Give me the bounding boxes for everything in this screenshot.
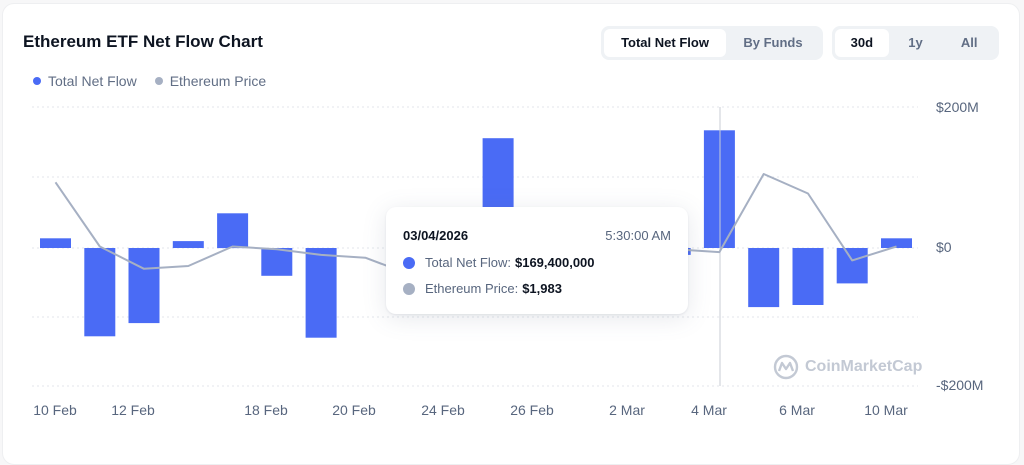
eth-price-dot-icon — [403, 282, 415, 295]
tooltip-date: 03/04/2026 — [403, 228, 469, 243]
tooltip-row-eth-price: Ethereum Price: $1,983 — [403, 281, 562, 296]
net-flow-bar[interactable] — [172, 241, 204, 248]
legend-label: Ethereum Price — [169, 73, 267, 89]
x-tick: 2 Mar — [609, 402, 645, 418]
legend: Total Net Flow Ethereum Price — [33, 73, 266, 89]
net-flow-bar[interactable] — [261, 248, 293, 276]
net-flow-dot-icon — [33, 77, 41, 85]
x-tick: 10 Mar — [864, 402, 908, 418]
x-tick: 18 Feb — [244, 402, 288, 418]
x-tick: 6 Mar — [779, 402, 815, 418]
range-1y[interactable]: 1y — [908, 35, 923, 50]
tooltip-label: Ethereum Price: — [425, 281, 519, 296]
y-tick-neg-200m: -$200M — [936, 377, 984, 393]
net-flow-bar[interactable] — [792, 248, 824, 305]
coinmarketcap-watermark: CoinMarketCap — [773, 354, 922, 380]
tooltip-label: Total Net Flow: — [425, 255, 511, 270]
view-toggle: Total Net Flow By Funds — [601, 26, 823, 60]
watermark-text: CoinMarketCap — [805, 358, 923, 375]
x-tick: 24 Feb — [421, 402, 465, 418]
x-tick: 12 Feb — [111, 402, 155, 418]
eth-price-dot-icon — [154, 77, 163, 85]
range-30d[interactable]: 30d — [835, 29, 889, 57]
tooltip-time: 5:30:00 AM — [605, 228, 671, 243]
net-flow-bar[interactable] — [703, 130, 735, 248]
net-flow-bar[interactable] — [305, 248, 337, 338]
net-flow-bar[interactable] — [128, 248, 160, 324]
net-flow-bar[interactable] — [881, 238, 912, 248]
range-all[interactable]: All — [960, 35, 978, 50]
legend-item-net-flow[interactable]: Total Net Flow — [33, 73, 137, 89]
tab-by-funds[interactable]: By Funds — [743, 35, 803, 50]
chart-title: Ethereum ETF Net Flow Chart — [23, 32, 263, 51]
net-flow-bar[interactable] — [836, 248, 868, 284]
tooltip-row-net-flow: Total Net Flow: $169,400,000 — [403, 255, 595, 270]
net-flow-dot-icon — [403, 256, 415, 269]
x-tick: 20 Feb — [332, 402, 376, 418]
coinmarketcap-logo-icon — [773, 354, 799, 380]
x-tick: 4 Mar — [691, 402, 727, 418]
y-tick-0: $0 — [936, 239, 952, 255]
tab-total-net-flow[interactable]: Total Net Flow — [604, 29, 726, 57]
chart-tooltip: 03/04/2026 5:30:00 AM Total Net Flow: $1… — [386, 207, 688, 314]
net-flow-bar[interactable] — [748, 248, 780, 308]
net-flow-bar[interactable] — [84, 248, 116, 337]
legend-item-eth-price[interactable]: Ethereum Price — [154, 73, 267, 89]
net-flow-bar[interactable] — [217, 213, 249, 249]
tooltip-value: $1,983 — [522, 281, 562, 296]
net-flow-bar[interactable] — [40, 238, 71, 248]
tooltip-value: $169,400,000 — [514, 255, 595, 270]
x-tick: 26 Feb — [510, 402, 554, 418]
x-tick: 10 Feb — [33, 402, 77, 418]
legend-label: Total Net Flow — [48, 73, 137, 89]
range-toggle: 30d 1y All — [832, 26, 999, 60]
y-tick-200m: $200M — [936, 99, 979, 115]
